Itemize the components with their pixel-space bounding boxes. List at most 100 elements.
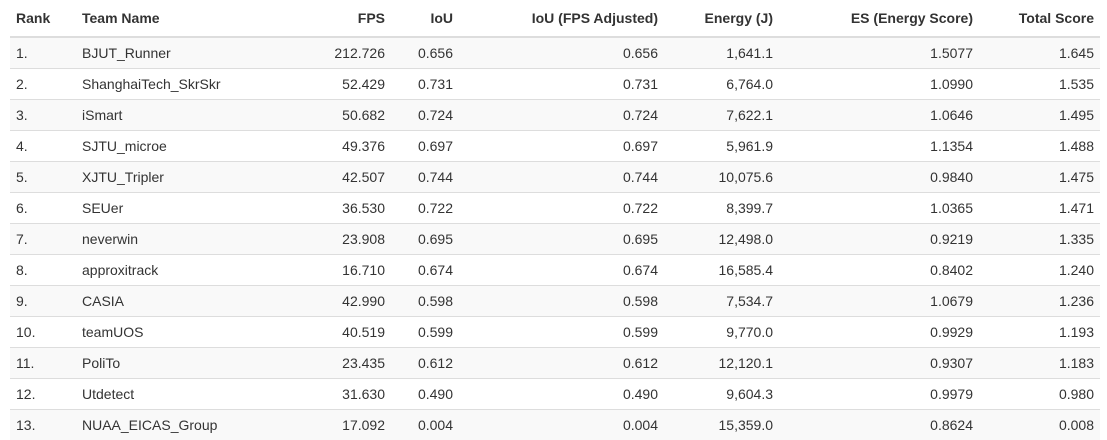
cell-energy: 1,641.1 — [664, 37, 779, 69]
cell-energy-score: 1.5077 — [779, 37, 979, 69]
cell-total-score: 1.183 — [979, 348, 1100, 379]
cell-iou: 0.598 — [391, 286, 459, 317]
cell-fps: 49.376 — [311, 131, 391, 162]
cell-energy: 7,622.1 — [664, 100, 779, 131]
cell-energy: 12,120.1 — [664, 348, 779, 379]
cell-rank: 8. — [10, 255, 76, 286]
cell-iou: 0.724 — [391, 100, 459, 131]
cell-energy: 9,770.0 — [664, 317, 779, 348]
cell-total-score: 1.236 — [979, 286, 1100, 317]
column-header-energy-score[interactable]: ES (Energy Score) — [779, 0, 979, 37]
cell-energy-score: 1.0990 — [779, 69, 979, 100]
cell-fps: 36.530 — [311, 193, 391, 224]
cell-rank: 9. — [10, 286, 76, 317]
cell-team-name: SJTU_microe — [76, 131, 311, 162]
cell-team-name: SEUer — [76, 193, 311, 224]
cell-fps: 42.507 — [311, 162, 391, 193]
cell-energy-score: 0.9307 — [779, 348, 979, 379]
cell-total-score: 1.240 — [979, 255, 1100, 286]
cell-energy: 15,359.0 — [664, 410, 779, 440]
cell-rank: 5. — [10, 162, 76, 193]
cell-iou-fps-adjusted: 0.697 — [459, 131, 664, 162]
cell-team-name: teamUOS — [76, 317, 311, 348]
cell-total-score: 1.475 — [979, 162, 1100, 193]
cell-iou: 0.731 — [391, 69, 459, 100]
column-header-iou[interactable]: IoU — [391, 0, 459, 37]
cell-rank: 10. — [10, 317, 76, 348]
cell-energy: 12,498.0 — [664, 224, 779, 255]
cell-team-name: XJTU_Tripler — [76, 162, 311, 193]
cell-fps: 42.990 — [311, 286, 391, 317]
column-header-total-score[interactable]: Total Score — [979, 0, 1100, 37]
cell-total-score: 1.645 — [979, 37, 1100, 69]
column-header-iou-fps-adjusted[interactable]: IoU (FPS Adjusted) — [459, 0, 664, 37]
cell-total-score: 0.980 — [979, 379, 1100, 410]
cell-iou-fps-adjusted: 0.695 — [459, 224, 664, 255]
cell-energy: 5,961.9 — [664, 131, 779, 162]
cell-iou-fps-adjusted: 0.722 — [459, 193, 664, 224]
cell-rank: 12. — [10, 379, 76, 410]
cell-energy-score: 0.9840 — [779, 162, 979, 193]
cell-fps: 23.908 — [311, 224, 391, 255]
cell-iou: 0.612 — [391, 348, 459, 379]
cell-fps: 212.726 — [311, 37, 391, 69]
cell-iou-fps-adjusted: 0.612 — [459, 348, 664, 379]
table-header: Rank Team Name FPS IoU IoU (FPS Adjusted… — [10, 0, 1100, 37]
cell-rank: 2. — [10, 69, 76, 100]
cell-team-name: PoliTo — [76, 348, 311, 379]
column-header-team-name[interactable]: Team Name — [76, 0, 311, 37]
cell-rank: 6. — [10, 193, 76, 224]
cell-energy: 7,534.7 — [664, 286, 779, 317]
cell-rank: 13. — [10, 410, 76, 440]
cell-iou: 0.599 — [391, 317, 459, 348]
cell-energy-score: 0.8624 — [779, 410, 979, 440]
cell-rank: 11. — [10, 348, 76, 379]
cell-iou-fps-adjusted: 0.004 — [459, 410, 664, 440]
column-header-rank[interactable]: Rank — [10, 0, 76, 37]
column-header-fps[interactable]: FPS — [311, 0, 391, 37]
cell-total-score: 1.335 — [979, 224, 1100, 255]
cell-total-score: 1.488 — [979, 131, 1100, 162]
cell-team-name: approxitrack — [76, 255, 311, 286]
cell-energy-score: 0.9929 — [779, 317, 979, 348]
cell-total-score: 1.495 — [979, 100, 1100, 131]
cell-energy-score: 1.0365 — [779, 193, 979, 224]
cell-iou: 0.004 — [391, 410, 459, 440]
cell-fps: 40.519 — [311, 317, 391, 348]
cell-team-name: neverwin — [76, 224, 311, 255]
cell-energy: 9,604.3 — [664, 379, 779, 410]
cell-energy: 6,764.0 — [664, 69, 779, 100]
cell-iou: 0.697 — [391, 131, 459, 162]
cell-team-name: ShanghaiTech_SkrSkr — [76, 69, 311, 100]
cell-team-name: CASIA — [76, 286, 311, 317]
cell-total-score: 1.193 — [979, 317, 1100, 348]
cell-fps: 31.630 — [311, 379, 391, 410]
cell-fps: 17.092 — [311, 410, 391, 440]
cell-team-name: Utdetect — [76, 379, 311, 410]
cell-iou: 0.744 — [391, 162, 459, 193]
cell-team-name: iSmart — [76, 100, 311, 131]
cell-iou: 0.656 — [391, 37, 459, 69]
cell-rank: 4. — [10, 131, 76, 162]
cell-fps: 50.682 — [311, 100, 391, 131]
cell-team-name: BJUT_Runner — [76, 37, 311, 69]
column-header-energy[interactable]: Energy (J) — [664, 0, 779, 37]
cell-iou-fps-adjusted: 0.744 — [459, 162, 664, 193]
cell-energy-score: 1.0646 — [779, 100, 979, 131]
leaderboard-table: Rank Team Name FPS IoU IoU (FPS Adjusted… — [10, 0, 1100, 440]
cell-team-name: NUAA_EICAS_Group — [76, 410, 311, 440]
cell-iou-fps-adjusted: 0.731 — [459, 69, 664, 100]
cell-energy-score: 0.9219 — [779, 224, 979, 255]
